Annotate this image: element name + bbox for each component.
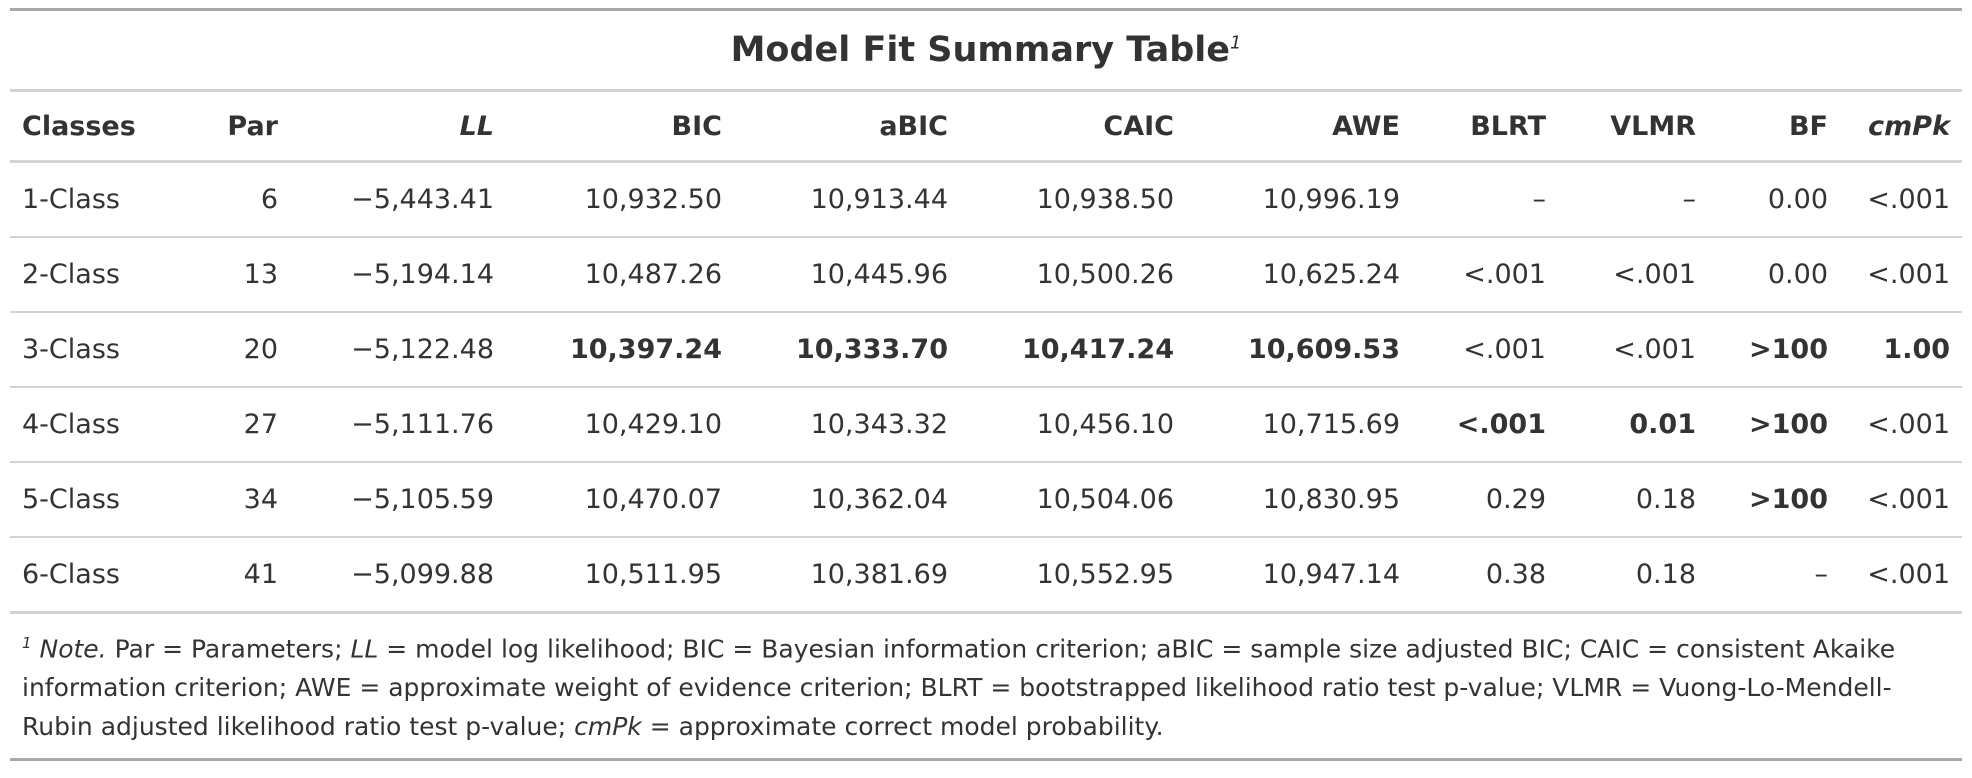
cell-bf: >100 xyxy=(1708,462,1840,538)
cell-classes: 2-Class xyxy=(10,237,174,313)
cell-bic: 10,470.07 xyxy=(506,462,734,538)
table-body: 1-Class 6 −5,443.41 10,932.50 10,913.44 … xyxy=(10,161,1963,614)
cell-caic: 10,417.24 xyxy=(960,312,1186,388)
table-title-row: Model Fit Summary Table1 xyxy=(10,11,1963,92)
cell-blrt: – xyxy=(1412,161,1558,238)
cell-blrt: 0.38 xyxy=(1412,537,1558,614)
cell-bf: >100 xyxy=(1708,312,1840,388)
cell-classes: 4-Class xyxy=(10,387,174,463)
cell-ll: −5,111.76 xyxy=(290,387,506,463)
table-row: 2-Class 13 −5,194.14 10,487.26 10,445.96… xyxy=(10,237,1963,313)
cell-par: 34 xyxy=(174,462,290,538)
cell-awe: 10,996.19 xyxy=(1186,161,1412,238)
table-row: 5-Class 34 −5,105.59 10,470.07 10,362.04… xyxy=(10,462,1963,538)
cell-vlmr: 0.01 xyxy=(1558,387,1708,463)
column-header-cmpk: cmPk xyxy=(1840,90,1963,163)
model-fit-table: Model Fit Summary Table1 Classes Par LL … xyxy=(10,11,1963,614)
cell-abic: 10,343.32 xyxy=(734,387,960,463)
cell-vlmr: <.001 xyxy=(1558,312,1708,388)
footnote-text-part3: = approximate correct model probability. xyxy=(641,712,1164,742)
column-header-bf: BF xyxy=(1708,90,1840,163)
cell-bf: 0.00 xyxy=(1708,237,1840,313)
cell-classes: 3-Class xyxy=(10,312,174,388)
cell-bic: 10,397.24 xyxy=(506,312,734,388)
cell-bf: >100 xyxy=(1708,387,1840,463)
cell-par: 41 xyxy=(174,537,290,614)
column-header-classes: Classes xyxy=(10,90,174,163)
cell-ll: −5,105.59 xyxy=(290,462,506,538)
cell-par: 20 xyxy=(174,312,290,388)
cell-blrt: 0.29 xyxy=(1412,462,1558,538)
footnote-cmpk-term: cmPk xyxy=(574,712,642,742)
table-row: 6-Class 41 −5,099.88 10,511.95 10,381.69… xyxy=(10,537,1963,614)
cell-classes: 5-Class xyxy=(10,462,174,538)
cell-cmpk: <.001 xyxy=(1840,161,1963,238)
table-title-text: Model Fit Summary Table xyxy=(730,30,1230,70)
footnote-text-part1: Par = Parameters; xyxy=(106,634,351,664)
cell-caic: 10,504.06 xyxy=(960,462,1186,538)
cell-ll: −5,122.48 xyxy=(290,312,506,388)
cell-blrt: <.001 xyxy=(1412,387,1558,463)
column-header-awe: AWE xyxy=(1186,90,1412,163)
table-row: 1-Class 6 −5,443.41 10,932.50 10,913.44 … xyxy=(10,161,1963,238)
cell-awe: 10,830.95 xyxy=(1186,462,1412,538)
table-row: 3-Class 20 −5,122.48 10,397.24 10,333.70… xyxy=(10,312,1963,388)
footnote-ll-term: LL xyxy=(350,634,379,664)
column-header-bic: BIC xyxy=(506,90,734,163)
cell-cmpk: <.001 xyxy=(1840,237,1963,313)
cell-cmpk: <.001 xyxy=(1840,387,1963,463)
table-title: Model Fit Summary Table1 xyxy=(10,11,1963,92)
cell-vlmr: 0.18 xyxy=(1558,462,1708,538)
cell-blrt: <.001 xyxy=(1412,237,1558,313)
cell-vlmr: 0.18 xyxy=(1558,537,1708,614)
table-row: 4-Class 27 −5,111.76 10,429.10 10,343.32… xyxy=(10,387,1963,463)
cell-abic: 10,333.70 xyxy=(734,312,960,388)
cell-caic: 10,500.26 xyxy=(960,237,1186,313)
cell-bic: 10,511.95 xyxy=(506,537,734,614)
cell-ll: −5,099.88 xyxy=(290,537,506,614)
cell-cmpk: <.001 xyxy=(1840,537,1963,614)
cell-awe: 10,625.24 xyxy=(1186,237,1412,313)
cell-ll: −5,194.14 xyxy=(290,237,506,313)
title-footnote-marker: 1 xyxy=(1229,32,1242,54)
cell-cmpk: 1.00 xyxy=(1840,312,1963,388)
cell-par: 6 xyxy=(174,161,290,238)
cell-bic: 10,932.50 xyxy=(506,161,734,238)
cell-classes: 1-Class xyxy=(10,161,174,238)
cell-classes: 6-Class xyxy=(10,537,174,614)
cell-cmpk: <.001 xyxy=(1840,462,1963,538)
column-header-vlmr: VLMR xyxy=(1558,90,1708,163)
cell-awe: 10,947.14 xyxy=(1186,537,1412,614)
cell-bic: 10,429.10 xyxy=(506,387,734,463)
column-header-ll: LL xyxy=(290,90,506,163)
cell-caic: 10,938.50 xyxy=(960,161,1186,238)
cell-blrt: <.001 xyxy=(1412,312,1558,388)
cell-abic: 10,445.96 xyxy=(734,237,960,313)
footnote-note-label: Note. xyxy=(39,634,107,664)
cell-bf: – xyxy=(1708,537,1840,614)
column-header-caic: CAIC xyxy=(960,90,1186,163)
cell-par: 27 xyxy=(174,387,290,463)
cell-caic: 10,552.95 xyxy=(960,537,1186,614)
table-header-row: Classes Par LL BIC aBIC CAIC AWE BLRT VL… xyxy=(10,90,1963,163)
cell-abic: 10,362.04 xyxy=(734,462,960,538)
cell-par: 13 xyxy=(174,237,290,313)
column-header-abic: aBIC xyxy=(734,90,960,163)
table-footnote: 1 Note. Par = Parameters; LL = model log… xyxy=(10,614,1962,758)
column-header-par: Par xyxy=(174,90,290,163)
cell-bf: 0.00 xyxy=(1708,161,1840,238)
cell-bic: 10,487.26 xyxy=(506,237,734,313)
cell-caic: 10,456.10 xyxy=(960,387,1186,463)
cell-awe: 10,609.53 xyxy=(1186,312,1412,388)
column-header-blrt: BLRT xyxy=(1412,90,1558,163)
cell-vlmr: – xyxy=(1558,161,1708,238)
cell-abic: 10,381.69 xyxy=(734,537,960,614)
cell-vlmr: <.001 xyxy=(1558,237,1708,313)
model-fit-table-container: Model Fit Summary Table1 Classes Par LL … xyxy=(10,8,1963,762)
footnote-marker: 1 xyxy=(22,634,32,652)
cell-awe: 10,715.69 xyxy=(1186,387,1412,463)
cell-abic: 10,913.44 xyxy=(734,161,960,238)
footnote-text-part2: = model log likelihood; BIC = Bayesian i… xyxy=(22,634,1896,742)
cell-ll: −5,443.41 xyxy=(290,161,506,238)
